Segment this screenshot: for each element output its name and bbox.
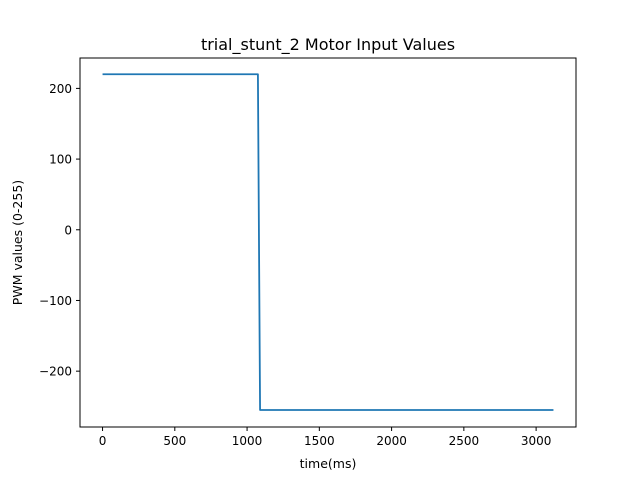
y-axis-label: PWM values (0-255) <box>10 180 25 305</box>
y-axis-ticks: 200 100 0 −100 −200 <box>39 82 80 379</box>
y-tick-label: 100 <box>49 153 72 167</box>
x-axis-label: time(ms) <box>300 456 357 471</box>
x-tick-label: 0 <box>99 434 107 448</box>
chart-title: trial_stunt_2 Motor Input Values <box>201 35 455 55</box>
series-line <box>102 73 554 411</box>
x-tick-label: 2500 <box>449 434 480 448</box>
y-tick-label: −200 <box>39 365 72 379</box>
x-tick-label: 2000 <box>376 434 407 448</box>
series-layer <box>102 73 554 411</box>
plot-frame <box>79 57 577 428</box>
x-tick-label: 3000 <box>521 434 552 448</box>
x-tick-label: 500 <box>163 434 186 448</box>
x-axis-ticks: 0 500 1000 1500 2000 2500 3000 <box>99 427 552 448</box>
y-tick-label: −100 <box>39 294 72 308</box>
x-tick-label: 1000 <box>232 434 263 448</box>
y-tick-label: 0 <box>64 223 72 237</box>
x-tick-label: 1500 <box>304 434 335 448</box>
y-tick-label: 200 <box>49 82 72 96</box>
